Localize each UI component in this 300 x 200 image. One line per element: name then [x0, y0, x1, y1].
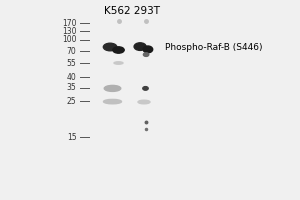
Text: 15: 15	[67, 132, 76, 142]
Ellipse shape	[143, 87, 148, 90]
Text: 70: 70	[67, 46, 76, 55]
Ellipse shape	[104, 85, 121, 91]
Text: 40: 40	[67, 72, 76, 82]
Ellipse shape	[113, 47, 124, 53]
Ellipse shape	[103, 43, 117, 51]
Text: 170: 170	[62, 19, 76, 27]
Ellipse shape	[138, 100, 150, 104]
Ellipse shape	[143, 46, 153, 53]
Text: 100: 100	[62, 36, 76, 45]
Ellipse shape	[143, 53, 149, 56]
Text: 25: 25	[67, 97, 76, 106]
Text: 130: 130	[62, 26, 76, 36]
Text: K562 293T: K562 293T	[104, 6, 160, 16]
Ellipse shape	[114, 62, 123, 64]
Text: 35: 35	[67, 83, 76, 92]
Text: 55: 55	[67, 58, 76, 68]
Text: Phospho-Raf-B (S446): Phospho-Raf-B (S446)	[165, 44, 262, 52]
Ellipse shape	[103, 99, 122, 104]
Ellipse shape	[134, 43, 146, 50]
